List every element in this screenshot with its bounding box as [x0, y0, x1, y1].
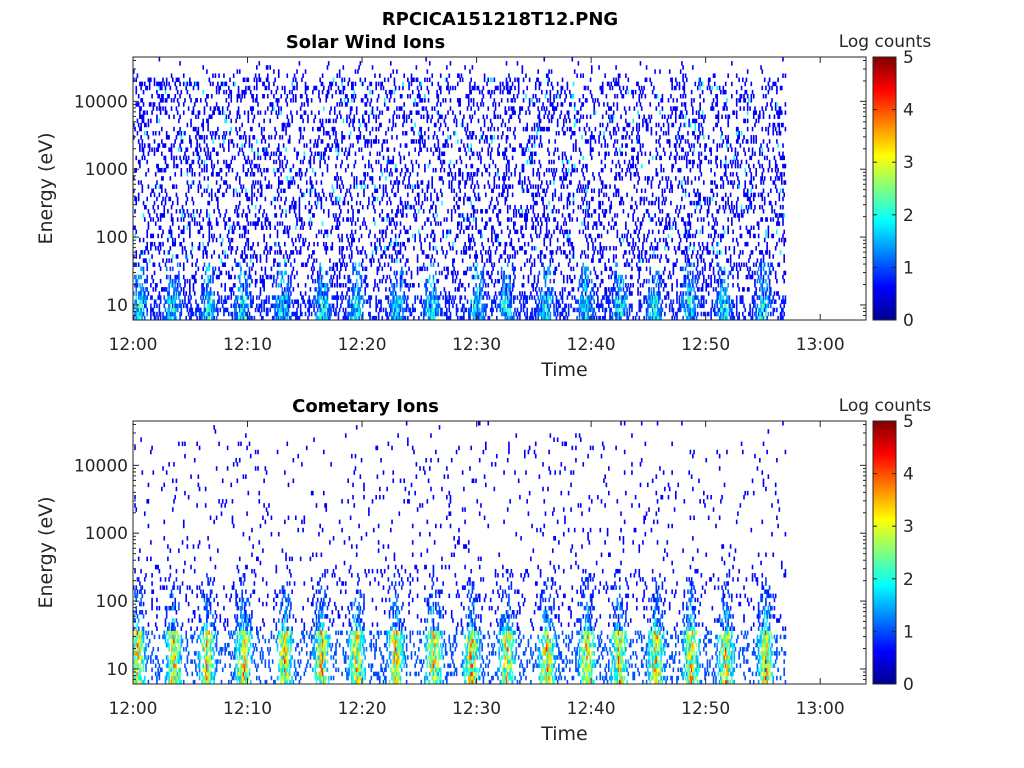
colorbar-gradient: [872, 56, 897, 321]
y-axis-label: Energy (eV): [35, 496, 57, 608]
x-axis-label: Time: [540, 723, 588, 745]
x-tick-label: 12:30: [452, 699, 501, 719]
figure-title: RPCICA151218T12.PNG: [382, 9, 618, 30]
panel-title: Cometary Ions: [292, 396, 439, 417]
colorbar-tick-label: 2: [903, 570, 914, 590]
y-tick-label: 1000: [85, 160, 128, 180]
x-tick-label: 12:00: [109, 335, 158, 355]
x-tick-label: 12:20: [338, 699, 387, 719]
colorbar-tick-label: 5: [903, 48, 914, 68]
y-tick-label: 1000: [85, 524, 128, 544]
heatmap-cells: [133, 421, 787, 685]
colorbar-tick-label: 2: [903, 206, 914, 226]
panel-title: Solar Wind Ions: [286, 32, 445, 53]
colorbar-tick-label: 5: [903, 412, 914, 432]
x-tick-label: 12:40: [567, 699, 616, 719]
x-tick-label: 13:00: [796, 335, 845, 355]
colorbar-tick-label: 3: [903, 517, 914, 537]
y-tick-label: 10: [106, 660, 128, 680]
colorbar-tick-label: 1: [903, 258, 914, 278]
y-axis-label: Energy (eV): [35, 132, 57, 244]
x-axis-label: Time: [540, 359, 588, 381]
colorbar-tick-label: 3: [903, 153, 914, 173]
colorbar-tick-label: 1: [903, 622, 914, 642]
y-tick-label: 10: [106, 296, 128, 316]
x-tick-label: 12:30: [452, 335, 501, 355]
colorbar-label: Log counts: [839, 396, 932, 416]
colorbar-tick-label: 4: [903, 101, 914, 121]
x-tick-label: 13:00: [796, 699, 845, 719]
y-tick-label: 100: [96, 228, 128, 248]
x-tick-label: 12:10: [223, 699, 272, 719]
x-tick-label: 12:40: [567, 335, 616, 355]
chart-panel-1: Solar Wind Ions 12:00 12:10 12:20 12:30 12:40…: [35, 32, 931, 381]
x-tick-label: 12:20: [338, 335, 387, 355]
colorbar-gradient: [872, 420, 897, 685]
heatmap-cells: [133, 57, 787, 321]
colorbar-tick-label: 4: [903, 465, 914, 485]
colorbar-tick-label: 0: [903, 675, 914, 695]
x-tick-label: 12:10: [223, 335, 272, 355]
axes-frame: [132, 56, 867, 321]
x-tick-label: 12:00: [109, 699, 158, 719]
y-tick-label: 10000: [74, 456, 128, 476]
y-tick-label: 100: [96, 592, 128, 612]
y-tick-label: 10000: [74, 92, 128, 112]
axes-frame: [132, 420, 867, 685]
colorbar-label: Log counts: [839, 32, 932, 52]
x-tick-label: 12:50: [681, 335, 730, 355]
x-tick-label: 12:50: [681, 699, 730, 719]
colorbar-tick-label: 0: [903, 311, 914, 331]
